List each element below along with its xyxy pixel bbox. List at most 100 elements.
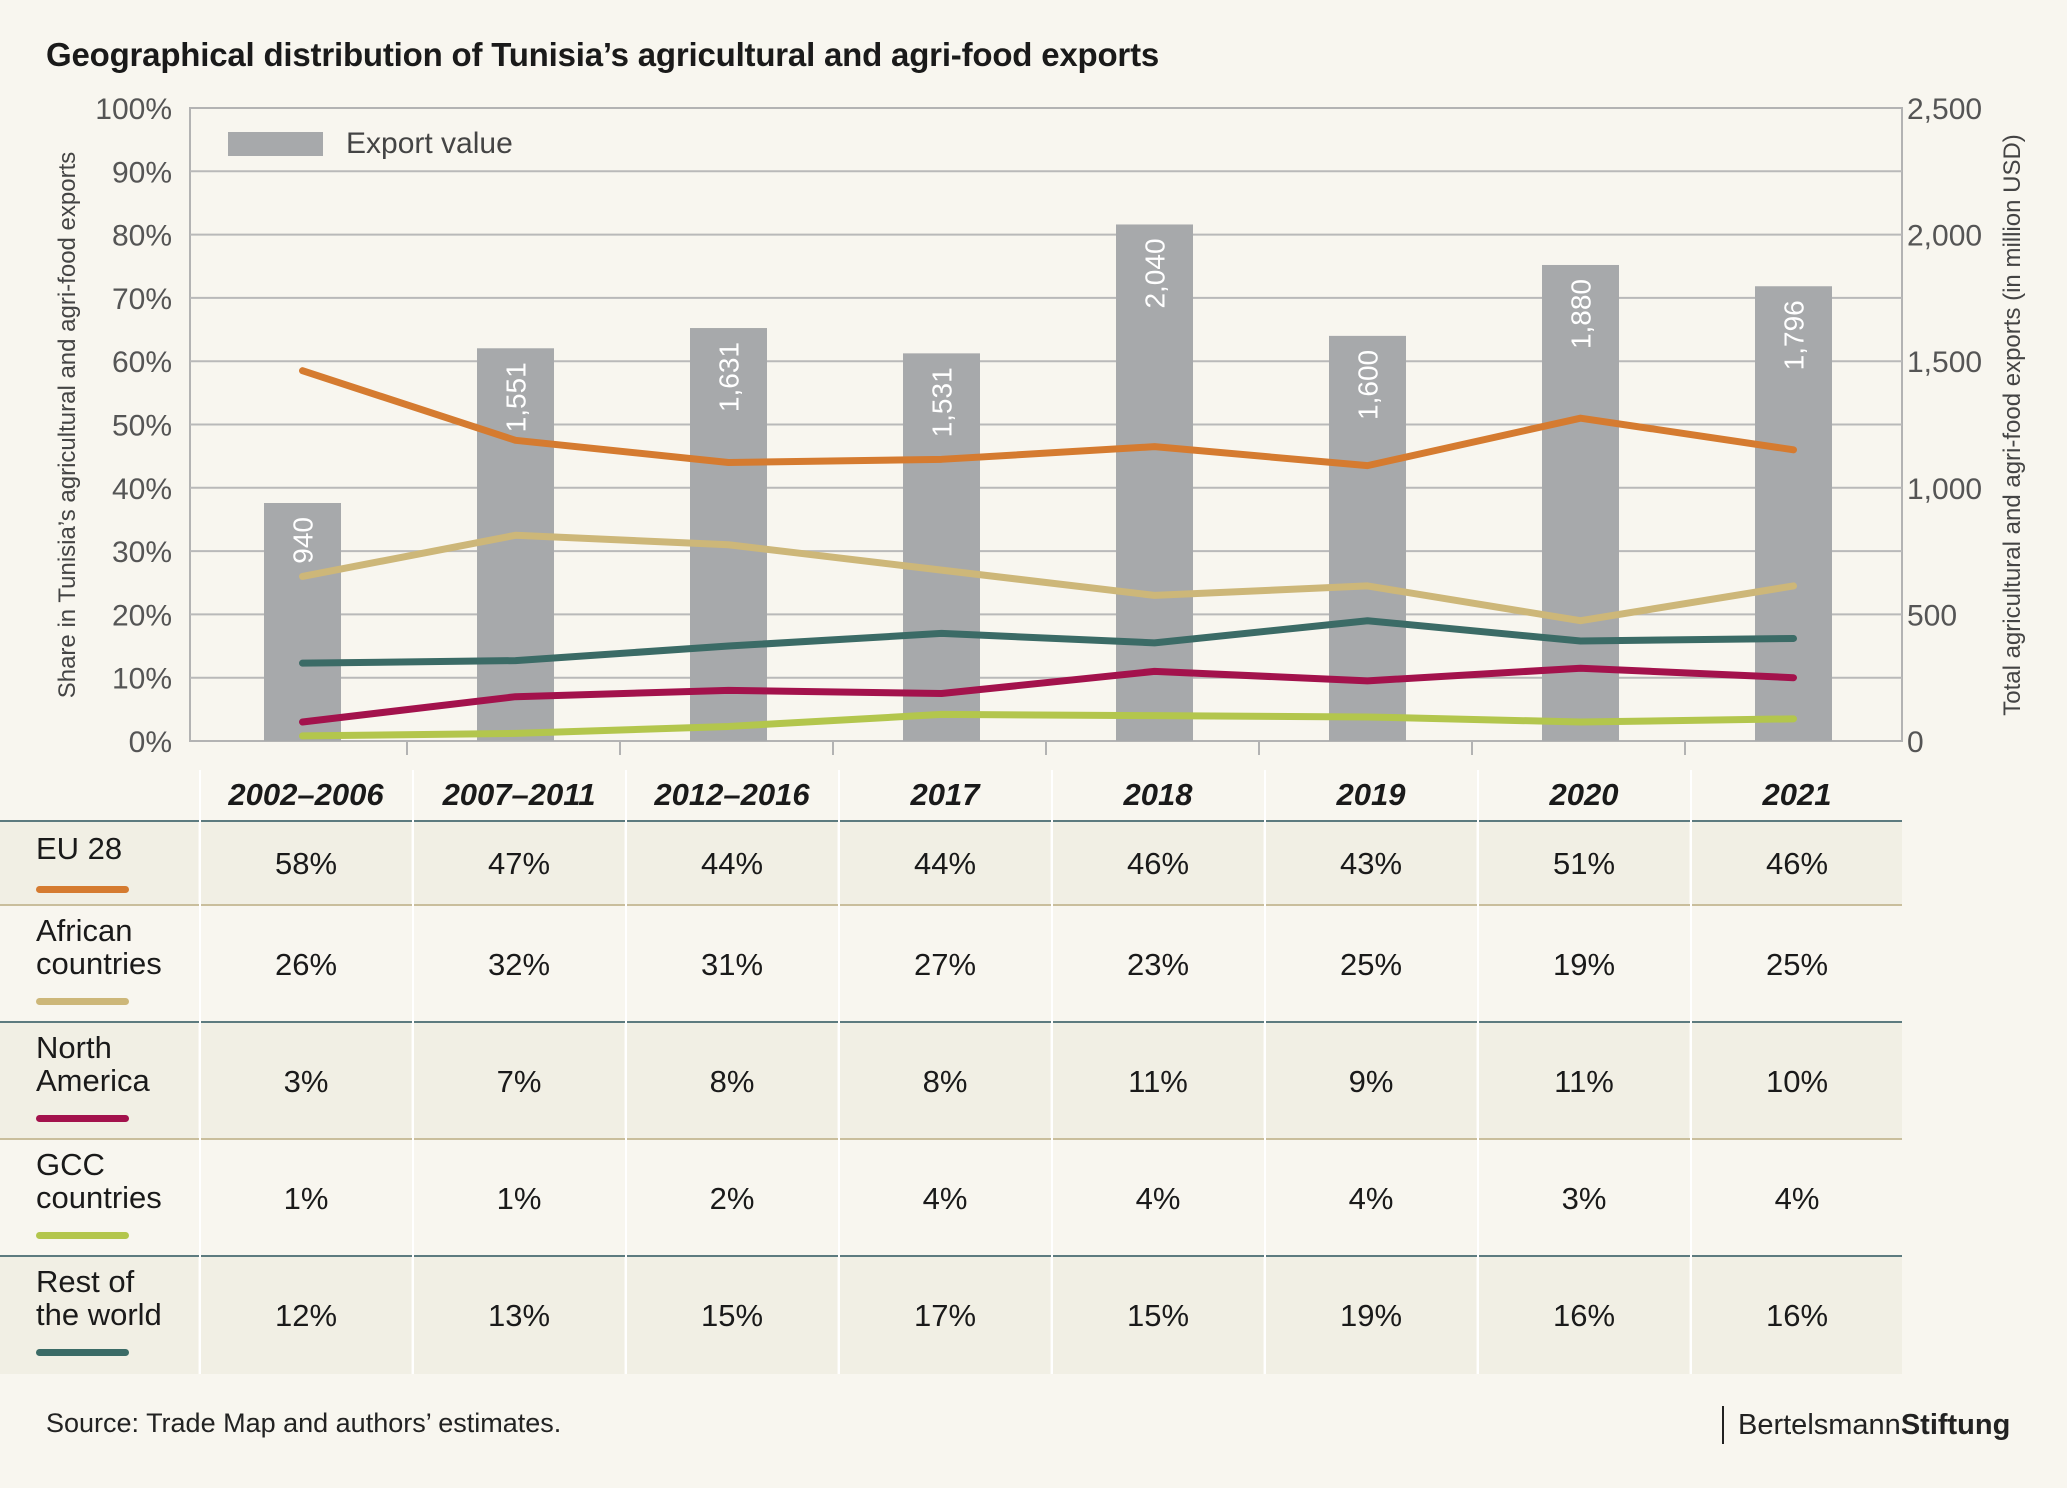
y-tick-right: 2,000 bbox=[1907, 220, 1982, 253]
y-tick-left: 10% bbox=[112, 663, 172, 696]
column-separator bbox=[1051, 770, 1053, 1374]
source-note: Source: Trade Map and authors’ estimates… bbox=[46, 1408, 561, 1439]
legend-swatch-export-value bbox=[228, 132, 323, 156]
column-separator bbox=[1477, 770, 1479, 1374]
table-cell: 2% bbox=[627, 1140, 837, 1257]
table-cell: 11% bbox=[1053, 1023, 1263, 1140]
row-label-line: GCC bbox=[36, 1148, 196, 1181]
column-separator bbox=[625, 770, 627, 1374]
table-cell: 19% bbox=[1266, 1257, 1476, 1374]
row-label-line: America bbox=[36, 1064, 196, 1097]
table-cell: 58% bbox=[201, 822, 411, 906]
table-header-cell: 2018 bbox=[1053, 770, 1263, 820]
table-header-cell: 2012–2016 bbox=[627, 770, 837, 820]
y-tick-left: 40% bbox=[112, 473, 172, 506]
row-label: EU 28 bbox=[36, 832, 196, 865]
table-cell: 8% bbox=[840, 1023, 1050, 1140]
table-header-cell: 2019 bbox=[1266, 770, 1476, 820]
bar-data-label: 940 bbox=[288, 517, 319, 564]
table-cell: 15% bbox=[627, 1257, 837, 1374]
table-row: Rest of the world 12% 13% 15% 17% 15% 19% 16% 16% bbox=[0, 1257, 1902, 1374]
y-tick-left: 0% bbox=[129, 726, 172, 759]
row-label-cell: African countries bbox=[0, 906, 198, 1023]
column-separator bbox=[1264, 770, 1266, 1374]
y-tick-right: 1,500 bbox=[1907, 346, 1982, 379]
table-cell: 1% bbox=[414, 1140, 624, 1257]
table-cell: 25% bbox=[1266, 906, 1476, 1023]
legend-swatch-north-america bbox=[36, 1115, 129, 1122]
table-header-cell: 2021 bbox=[1692, 770, 1902, 820]
y-tick-left: 100% bbox=[95, 93, 172, 126]
table-cell: 46% bbox=[1053, 822, 1263, 906]
y-tick-right: 1,000 bbox=[1907, 473, 1982, 506]
row-label-cell: GCC countries bbox=[0, 1140, 198, 1257]
y-tick-left: 60% bbox=[112, 346, 172, 379]
row-label-cell: North America bbox=[0, 1023, 198, 1140]
bar-data-label: 1,551 bbox=[501, 362, 532, 432]
table-cell: 11% bbox=[1479, 1023, 1689, 1140]
table-row: African countries 26% 32% 31% 27% 23% 25% 19% 25% bbox=[0, 906, 1902, 1023]
y-tick-left: 90% bbox=[112, 156, 172, 189]
table-cell: 8% bbox=[627, 1023, 837, 1140]
column-separator bbox=[838, 770, 840, 1374]
table-cell: 23% bbox=[1053, 906, 1263, 1023]
table-cell: 15% bbox=[1053, 1257, 1263, 1374]
table-cell: 17% bbox=[840, 1257, 1050, 1374]
row-label: Rest of the world bbox=[36, 1265, 196, 1331]
row-label-line: EU 28 bbox=[36, 832, 196, 865]
legend-swatch-eu bbox=[36, 886, 129, 893]
row-label-line: the world bbox=[36, 1298, 196, 1331]
y-tick-left: 70% bbox=[112, 283, 172, 316]
y-tick-left: 20% bbox=[112, 599, 172, 632]
row-label: GCC countries bbox=[36, 1148, 196, 1214]
table-cell: 3% bbox=[201, 1023, 411, 1140]
y-tick-right: 2,500 bbox=[1907, 93, 1982, 126]
table-cell: 51% bbox=[1479, 822, 1689, 906]
bar-data-label: 1,631 bbox=[714, 342, 745, 412]
brand-light: Bertelsmann bbox=[1738, 1409, 1901, 1441]
table-header-row: 2002–2006 2007–2011 2012–2016 2017 2018 2019 2… bbox=[0, 770, 1902, 820]
row-label-cell: EU 28 bbox=[0, 822, 198, 906]
y-tick-left: 50% bbox=[112, 410, 172, 443]
y-tick-right: 500 bbox=[1907, 599, 1957, 632]
table-cell: 27% bbox=[840, 906, 1050, 1023]
legend-swatch-africa bbox=[36, 998, 129, 1005]
table-cell: 13% bbox=[414, 1257, 624, 1374]
legend: Export value bbox=[228, 127, 513, 160]
table-cell: 32% bbox=[414, 906, 624, 1023]
column-separator bbox=[412, 770, 414, 1374]
legend-label-export-value: Export value bbox=[346, 127, 513, 160]
table-cell: 7% bbox=[414, 1023, 624, 1140]
row-label-line: countries bbox=[36, 1181, 196, 1214]
brand-bold: Stiftung bbox=[1901, 1409, 2011, 1441]
row-label: African countries bbox=[36, 914, 196, 980]
table-row: North America 3% 7% 8% 8% 11% 9% 11% 10% bbox=[0, 1023, 1902, 1140]
row-label-line: Rest of bbox=[36, 1265, 196, 1298]
table-cell: 4% bbox=[1266, 1140, 1476, 1257]
y-tick-left: 30% bbox=[112, 536, 172, 569]
row-label-line: African bbox=[36, 914, 196, 947]
table-header-cell: 2007–2011 bbox=[414, 770, 624, 820]
table-cell: 44% bbox=[840, 822, 1050, 906]
table-cell: 25% bbox=[1692, 906, 1902, 1023]
column-separator bbox=[1690, 770, 1692, 1374]
y-axis-title-right: Total agricultural and agri-food exports… bbox=[1999, 134, 2026, 716]
bar-data-label: 2,040 bbox=[1140, 238, 1171, 308]
table-header-cell: 2017 bbox=[840, 770, 1050, 820]
y-tick-left: 80% bbox=[112, 220, 172, 253]
table-cell: 31% bbox=[627, 906, 837, 1023]
table-cell: 9% bbox=[1266, 1023, 1476, 1140]
legend-swatch-rest bbox=[36, 1349, 129, 1356]
bar-data-label: 1,796 bbox=[1779, 300, 1810, 370]
table-cell: 26% bbox=[201, 906, 411, 1023]
table-cell: 16% bbox=[1692, 1257, 1902, 1374]
table-cell: 3% bbox=[1479, 1140, 1689, 1257]
table-cell: 10% bbox=[1692, 1023, 1902, 1140]
y-tick-right: 0 bbox=[1907, 726, 1924, 759]
table-cell: 1% bbox=[201, 1140, 411, 1257]
row-label-line: countries bbox=[36, 947, 196, 980]
table-header-cell: 2002–2006 bbox=[201, 770, 411, 820]
table-cell: 44% bbox=[627, 822, 837, 906]
table-header-cell: 2020 bbox=[1479, 770, 1689, 820]
table-row: GCC countries 1% 1% 2% 4% 4% 4% 3% 4% bbox=[0, 1140, 1902, 1257]
